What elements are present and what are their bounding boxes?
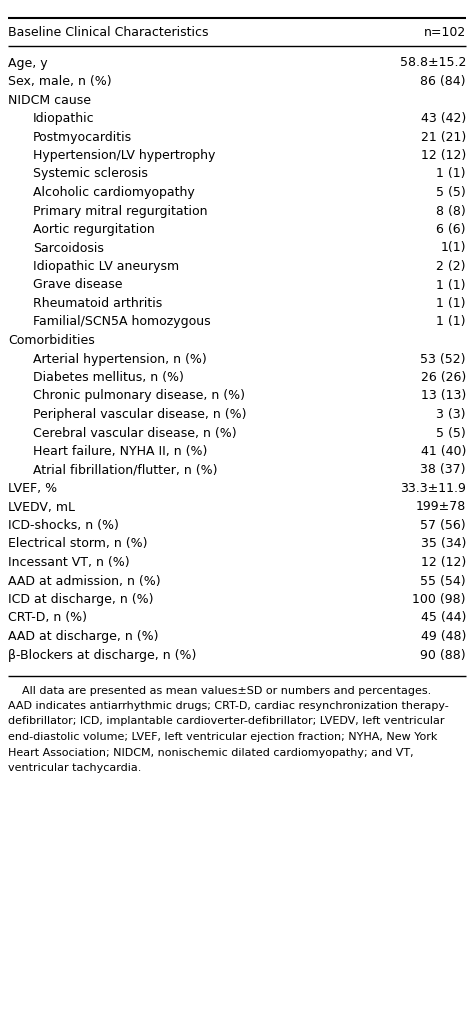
Text: 6 (6): 6 (6) bbox=[437, 223, 466, 236]
Text: NIDCM cause: NIDCM cause bbox=[8, 93, 91, 107]
Text: 90 (88): 90 (88) bbox=[420, 649, 466, 662]
Text: Systemic sclerosis: Systemic sclerosis bbox=[33, 168, 148, 180]
Text: 1 (1): 1 (1) bbox=[437, 316, 466, 328]
Text: 86 (84): 86 (84) bbox=[420, 75, 466, 88]
Text: Electrical storm, n (%): Electrical storm, n (%) bbox=[8, 538, 147, 550]
Text: CRT-D, n (%): CRT-D, n (%) bbox=[8, 611, 87, 625]
Text: Postmyocarditis: Postmyocarditis bbox=[33, 131, 132, 144]
Text: 1 (1): 1 (1) bbox=[437, 168, 466, 180]
Text: AAD at discharge, n (%): AAD at discharge, n (%) bbox=[8, 630, 158, 643]
Text: ICD-shocks, n (%): ICD-shocks, n (%) bbox=[8, 519, 119, 533]
Text: Age, y: Age, y bbox=[8, 57, 47, 69]
Text: 8 (8): 8 (8) bbox=[436, 204, 466, 218]
Text: 53 (52): 53 (52) bbox=[420, 352, 466, 366]
Text: Heart Association; NIDCM, nonischemic dilated cardiomyopathy; and VT,: Heart Association; NIDCM, nonischemic di… bbox=[8, 748, 414, 757]
Text: All data are presented as mean values±SD or numbers and percentages.: All data are presented as mean values±SD… bbox=[8, 686, 431, 695]
Text: Cerebral vascular disease, n (%): Cerebral vascular disease, n (%) bbox=[33, 427, 237, 439]
Text: 5 (5): 5 (5) bbox=[436, 427, 466, 439]
Text: Comorbidities: Comorbidities bbox=[8, 334, 95, 347]
Text: 26 (26): 26 (26) bbox=[421, 371, 466, 384]
Text: 38 (37): 38 (37) bbox=[420, 463, 466, 477]
Text: 49 (48): 49 (48) bbox=[420, 630, 466, 643]
Text: n=102: n=102 bbox=[424, 26, 466, 38]
Text: LVEF, %: LVEF, % bbox=[8, 482, 57, 495]
Text: Hypertension/LV hypertrophy: Hypertension/LV hypertrophy bbox=[33, 149, 215, 162]
Text: Rheumatoid arthritis: Rheumatoid arthritis bbox=[33, 297, 162, 310]
Text: 100 (98): 100 (98) bbox=[412, 593, 466, 606]
Text: 58.8±15.2: 58.8±15.2 bbox=[400, 57, 466, 69]
Text: Sarcoidosis: Sarcoidosis bbox=[33, 241, 104, 255]
Text: 1(1): 1(1) bbox=[440, 241, 466, 255]
Text: defibrillator; ICD, implantable cardioverter-defibrillator; LVEDV, left ventricu: defibrillator; ICD, implantable cardiove… bbox=[8, 717, 445, 726]
Text: AAD indicates antiarrhythmic drugs; CRT-D, cardiac resynchronization therapy-: AAD indicates antiarrhythmic drugs; CRT-… bbox=[8, 701, 449, 711]
Text: 3 (3): 3 (3) bbox=[437, 408, 466, 421]
Text: 41 (40): 41 (40) bbox=[420, 445, 466, 458]
Text: Peripheral vascular disease, n (%): Peripheral vascular disease, n (%) bbox=[33, 408, 246, 421]
Text: 33.3±11.9: 33.3±11.9 bbox=[400, 482, 466, 495]
Text: β-Blockers at discharge, n (%): β-Blockers at discharge, n (%) bbox=[8, 649, 196, 662]
Text: 12 (12): 12 (12) bbox=[421, 556, 466, 569]
Text: Chronic pulmonary disease, n (%): Chronic pulmonary disease, n (%) bbox=[33, 390, 245, 403]
Text: 35 (34): 35 (34) bbox=[420, 538, 466, 550]
Text: 2 (2): 2 (2) bbox=[437, 260, 466, 274]
Text: 13 (13): 13 (13) bbox=[421, 390, 466, 403]
Text: Diabetes mellitus, n (%): Diabetes mellitus, n (%) bbox=[33, 371, 184, 384]
Text: end-diastolic volume; LVEF, left ventricular ejection fraction; NYHA, New York: end-diastolic volume; LVEF, left ventric… bbox=[8, 732, 438, 742]
Text: Aortic regurgitation: Aortic regurgitation bbox=[33, 223, 155, 236]
Text: Grave disease: Grave disease bbox=[33, 279, 122, 291]
Text: 57 (56): 57 (56) bbox=[420, 519, 466, 533]
Text: 1 (1): 1 (1) bbox=[437, 279, 466, 291]
Text: Idiopathic: Idiopathic bbox=[33, 112, 95, 125]
Text: Atrial fibrillation/flutter, n (%): Atrial fibrillation/flutter, n (%) bbox=[33, 463, 218, 477]
Text: 43 (42): 43 (42) bbox=[421, 112, 466, 125]
Text: 1 (1): 1 (1) bbox=[437, 297, 466, 310]
Text: Idiopathic LV aneurysm: Idiopathic LV aneurysm bbox=[33, 260, 179, 274]
Text: ventricular tachycardia.: ventricular tachycardia. bbox=[8, 762, 141, 773]
Text: Baseline Clinical Characteristics: Baseline Clinical Characteristics bbox=[8, 26, 209, 38]
Text: Arterial hypertension, n (%): Arterial hypertension, n (%) bbox=[33, 352, 207, 366]
Text: AAD at admission, n (%): AAD at admission, n (%) bbox=[8, 575, 161, 587]
Text: Primary mitral regurgitation: Primary mitral regurgitation bbox=[33, 204, 208, 218]
Text: ICD at discharge, n (%): ICD at discharge, n (%) bbox=[8, 593, 154, 606]
Text: Incessant VT, n (%): Incessant VT, n (%) bbox=[8, 556, 129, 569]
Text: Sex, male, n (%): Sex, male, n (%) bbox=[8, 75, 111, 88]
Text: 5 (5): 5 (5) bbox=[436, 186, 466, 199]
Text: 55 (54): 55 (54) bbox=[420, 575, 466, 587]
Text: 12 (12): 12 (12) bbox=[421, 149, 466, 162]
Text: Heart failure, NYHA II, n (%): Heart failure, NYHA II, n (%) bbox=[33, 445, 207, 458]
Text: 21 (21): 21 (21) bbox=[421, 131, 466, 144]
Text: LVEDV, mL: LVEDV, mL bbox=[8, 500, 75, 514]
Text: 199±78: 199±78 bbox=[416, 500, 466, 514]
Text: Alcoholic cardiomyopathy: Alcoholic cardiomyopathy bbox=[33, 186, 195, 199]
Text: 45 (44): 45 (44) bbox=[420, 611, 466, 625]
Text: Familial/SCN5A homozygous: Familial/SCN5A homozygous bbox=[33, 316, 210, 328]
